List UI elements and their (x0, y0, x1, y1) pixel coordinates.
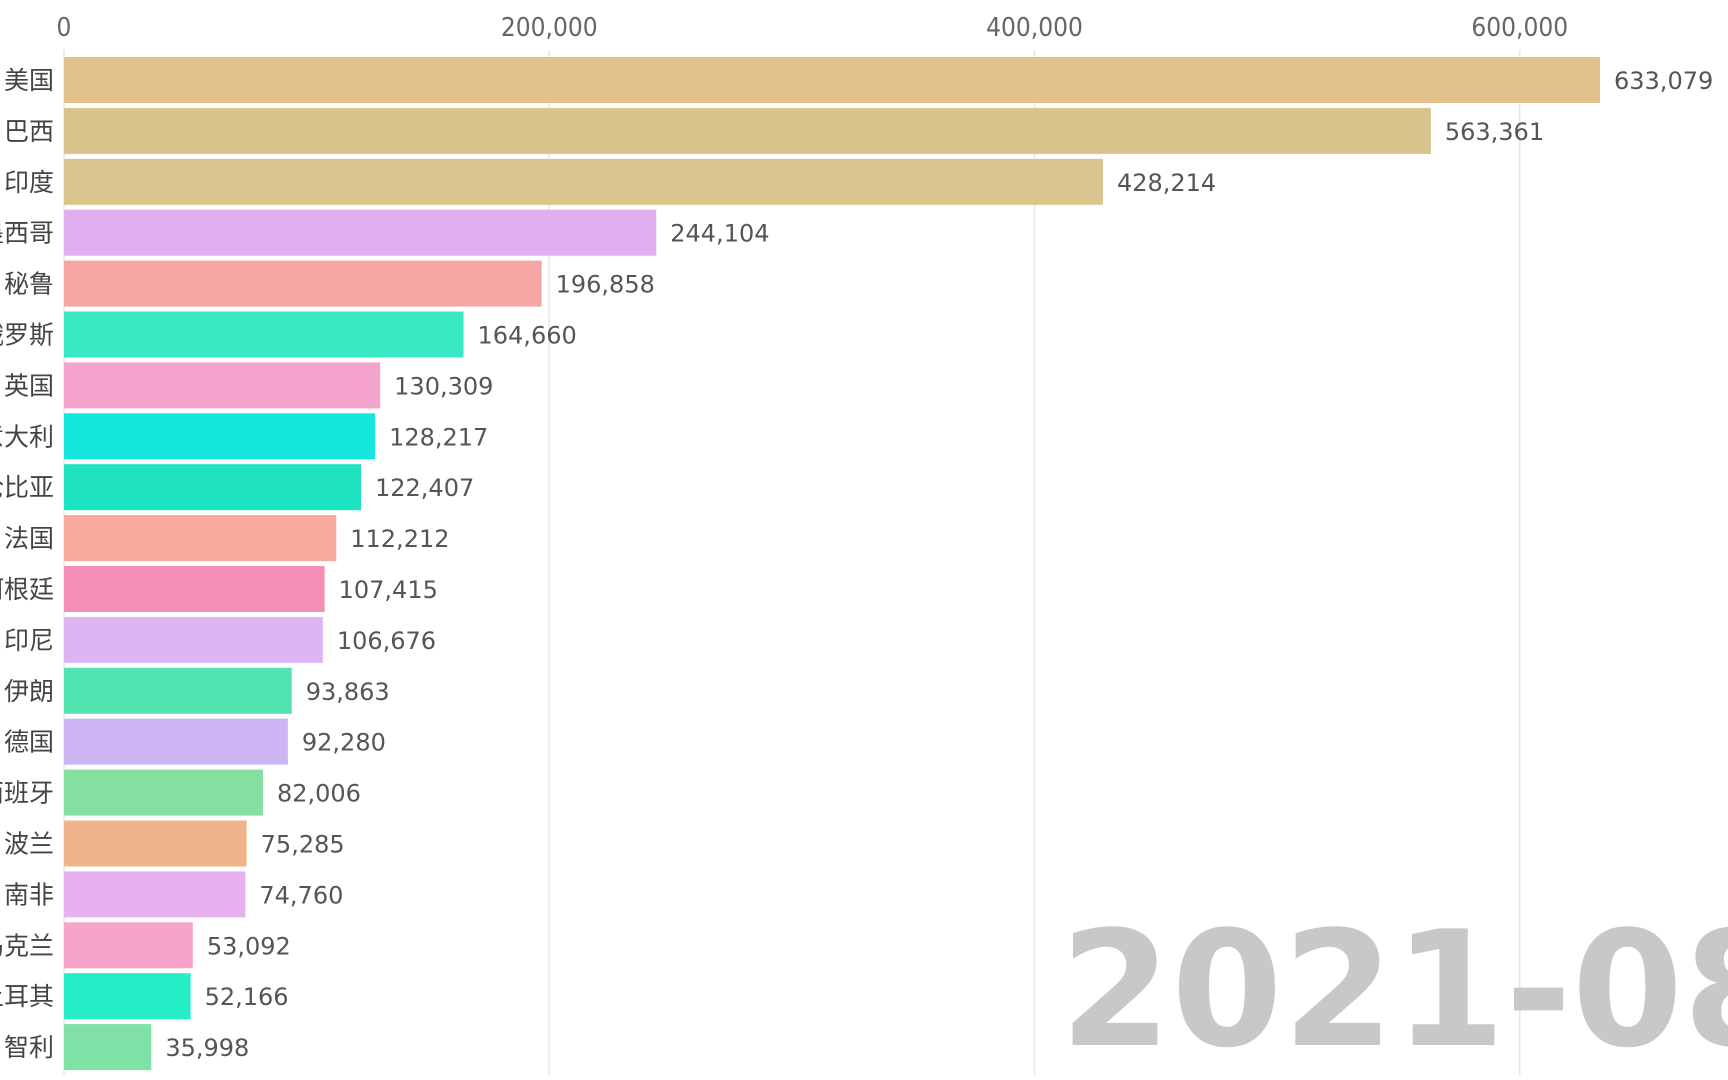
bar-row: 土耳其 52,166 (0, 973, 289, 1020)
category-label: 阿根廷 (0, 575, 54, 604)
bar (64, 464, 361, 511)
bar-row: 墨西哥 244,104 (0, 209, 770, 256)
bar-row: 美国 633,079 (4, 57, 1713, 103)
bar-row: 哥伦比亚 122,407 (0, 464, 474, 511)
value-label: 52,166 (205, 983, 289, 1011)
category-label: 巴西 (4, 117, 54, 146)
bar (64, 616, 323, 663)
bar (64, 57, 1600, 103)
value-label: 196,858 (556, 271, 655, 299)
category-label: 法国 (4, 524, 54, 553)
category-label: 意大利 (0, 422, 54, 451)
value-label: 128,217 (389, 423, 488, 451)
bar-row: 伊朗 93,863 (4, 667, 390, 714)
value-label: 107,415 (339, 576, 438, 604)
category-label: 伊朗 (4, 677, 54, 706)
value-label: 112,212 (350, 525, 449, 553)
bar-row: 印尼 106,676 (4, 616, 436, 663)
bar (64, 922, 193, 969)
bar (64, 973, 191, 1020)
value-label: 106,676 (337, 627, 436, 655)
category-label: 哥伦比亚 (0, 473, 54, 502)
value-label: 35,998 (165, 1034, 249, 1062)
bar (64, 1024, 152, 1071)
value-label: 53,092 (207, 932, 291, 960)
bar (64, 158, 1103, 205)
bar (64, 362, 381, 409)
bar-row: 南非 74,760 (4, 871, 343, 918)
category-label: 印度 (4, 168, 54, 197)
bars: 美国 633,079 巴西 563,361 印度 428,214 墨西哥 244,104 秘鲁 1… (0, 57, 1713, 1071)
bar (64, 515, 337, 562)
category-label: 西班牙 (0, 779, 54, 808)
x-tick-label: 400,000 (986, 13, 1083, 43)
bar-row: 意大利 128,217 (0, 413, 488, 460)
x-tick-label: 200,000 (501, 13, 598, 43)
category-label: 秘鲁 (4, 270, 54, 299)
bar-row: 印度 428,214 (4, 158, 1216, 205)
bar (64, 667, 292, 714)
value-label: 93,863 (306, 678, 390, 706)
category-label: 土耳其 (0, 982, 54, 1011)
date-overlay-group: 2021-08-08 (1060, 896, 1728, 1080)
value-label: 164,660 (478, 322, 577, 350)
value-label: 122,407 (375, 474, 474, 502)
value-label: 82,006 (277, 780, 361, 808)
value-label: 75,285 (261, 831, 345, 859)
bar-row: 俄罗斯 164,660 (0, 311, 577, 358)
bar-row: 波兰 75,285 (4, 820, 345, 867)
x-tick-label: 0 (57, 13, 72, 43)
value-label: 244,104 (670, 220, 769, 248)
bar (64, 311, 464, 358)
category-label: 俄罗斯 (0, 321, 54, 350)
value-label: 563,361 (1445, 118, 1544, 146)
value-label: 74,760 (259, 881, 343, 909)
bar (64, 871, 246, 918)
bar (64, 769, 263, 816)
x-tick-label: 600,000 (1471, 13, 1568, 43)
bar (64, 413, 376, 460)
category-label: 南非 (4, 880, 54, 909)
value-label: 92,280 (302, 729, 386, 757)
bar-row: 英国 130,309 (4, 362, 493, 409)
category-label: 美国 (4, 66, 54, 95)
bar-row: 秘鲁 196,858 (4, 260, 655, 307)
category-label: 德国 (4, 728, 54, 757)
bar-row: 智利 35,998 (4, 1024, 249, 1071)
bar (64, 209, 657, 256)
bar-row: 乌克兰 53,092 (0, 922, 291, 969)
bar-row: 法国 112,212 (4, 515, 450, 562)
category-label: 英国 (4, 371, 54, 400)
category-label: 波兰 (4, 830, 54, 859)
category-label: 印尼 (4, 626, 54, 655)
bar (64, 820, 247, 867)
bar (64, 566, 325, 612)
date-overlay: 2021-08-08 (1060, 896, 1728, 1080)
bar-row: 德国 92,280 (4, 718, 386, 765)
bar-row: 阿根廷 107,415 (0, 566, 438, 612)
value-label: 130,309 (394, 372, 493, 400)
bar-row: 巴西 563,361 (4, 107, 1544, 154)
value-label: 633,079 (1614, 67, 1713, 95)
category-label: 墨西哥 (0, 219, 54, 248)
category-label: 智利 (4, 1033, 54, 1062)
x-axis-ticks: 0 200,000 400,000 600,000 (57, 13, 1569, 43)
bar-row: 西班牙 82,006 (0, 769, 361, 816)
value-label: 428,214 (1117, 169, 1216, 197)
bar (64, 718, 288, 765)
category-label: 乌克兰 (0, 931, 54, 960)
bar (64, 260, 542, 307)
bar (64, 107, 1431, 154)
